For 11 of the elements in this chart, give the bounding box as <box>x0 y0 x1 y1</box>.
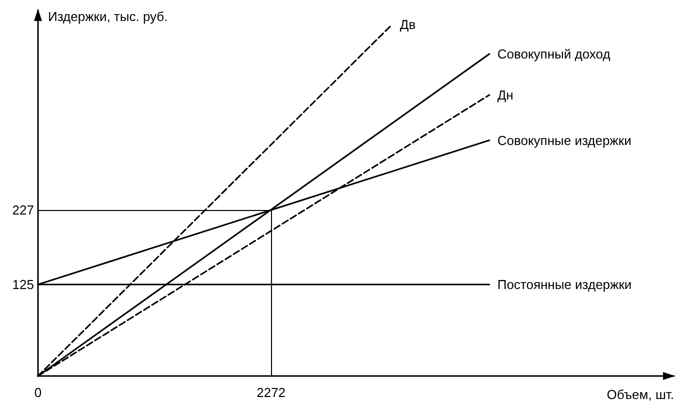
series-label: Дн <box>497 87 514 102</box>
x-tick-label: 2272 <box>256 385 286 400</box>
x-axis-title: Объем, шт. <box>606 387 674 402</box>
series-label: Постоянные издержки <box>497 277 632 292</box>
y-tick-label: 227 <box>12 202 34 218</box>
y-tick-label: 125 <box>12 277 34 292</box>
series-label: Совокупный доход <box>497 46 611 62</box>
series-label: Совокупные издержки <box>497 132 632 148</box>
y-axis-title: Издержки, тыс. руб. <box>48 9 168 24</box>
series-label: Дв <box>400 17 416 32</box>
x-tick-label: 0 <box>34 385 42 400</box>
